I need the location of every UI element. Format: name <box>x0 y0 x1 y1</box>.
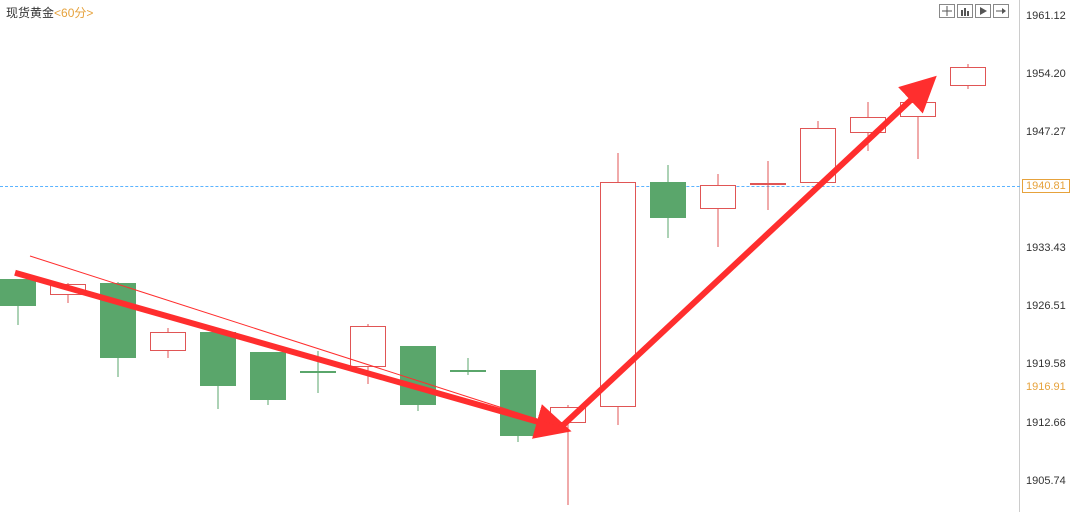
y-tick-label: 1919.58 <box>1026 358 1066 370</box>
candle <box>200 0 236 512</box>
crosshair-tool-icon[interactable] <box>939 4 955 18</box>
candle <box>550 0 586 512</box>
chart-container: 现货黄金<60分> 1961.121954.201947.271933.4319… <box>0 0 1079 512</box>
chart-title: 现货黄金<60分> <box>6 4 93 21</box>
candle <box>700 0 736 512</box>
play-tool-icon[interactable] <box>975 4 991 18</box>
candle <box>100 0 136 512</box>
instrument-name: 现货黄金 <box>6 6 54 20</box>
candle <box>850 0 886 512</box>
enter-tool-icon[interactable] <box>993 4 1009 18</box>
y-axis: 1961.12 1954.20 1947.27 1933.43 1926.51 1919.… <box>1020 0 1079 512</box>
candle <box>250 0 286 512</box>
y-tick-label: 1954.20 <box>1026 68 1066 80</box>
candle <box>900 0 936 512</box>
candle <box>500 0 536 512</box>
candle <box>750 0 786 512</box>
candle <box>600 0 636 512</box>
plot-area[interactable] <box>0 0 1020 512</box>
y-tick-label: 1926.51 <box>1026 300 1066 312</box>
candle <box>800 0 836 512</box>
candle <box>450 0 486 512</box>
chart-toolbar <box>939 4 1009 18</box>
y-orange-label: 1916.91 <box>1026 381 1066 393</box>
y-tick-label: 1947.27 <box>1026 126 1066 138</box>
candle <box>0 0 36 512</box>
y-tick-label: 1933.43 <box>1026 242 1066 254</box>
y-tick-label: 1905.74 <box>1026 475 1066 487</box>
candle <box>150 0 186 512</box>
y-current-price-label: 1940.81 <box>1022 179 1070 193</box>
y-tick-label: 1961.12 <box>1026 10 1066 22</box>
candle <box>300 0 336 512</box>
candle <box>650 0 686 512</box>
y-tick-label: 1912.66 <box>1026 417 1066 429</box>
candle <box>950 0 986 512</box>
bars-tool-icon[interactable] <box>957 4 973 18</box>
candle <box>50 0 86 512</box>
candle <box>400 0 436 512</box>
candle <box>350 0 386 512</box>
timeframe-label: <60分> <box>54 6 93 20</box>
